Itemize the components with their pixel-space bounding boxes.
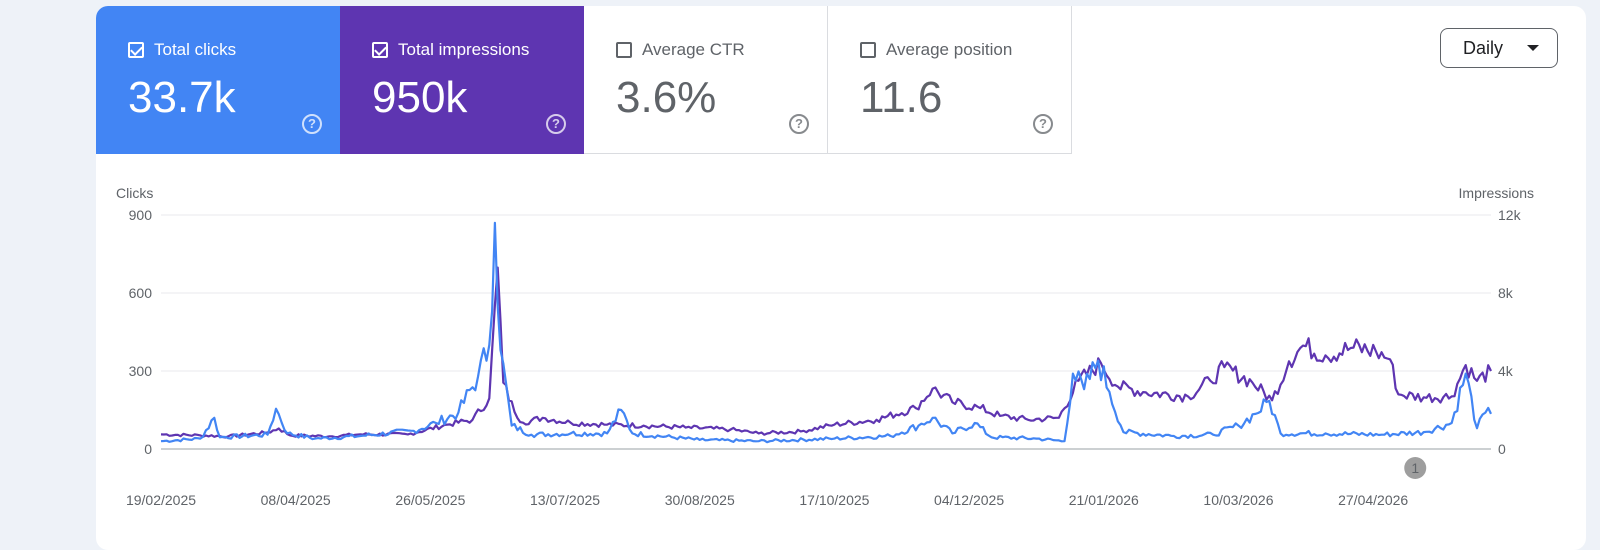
x-tick-label: 30/08/2025 [665, 492, 735, 508]
help-icon[interactable]: ? [302, 114, 322, 134]
help-icon[interactable]: ? [546, 114, 566, 134]
impressions-series-line [160, 266, 1492, 439]
ctr-value: 3.6% [616, 73, 717, 122]
average-position-card[interactable]: Average position 11.6 ? [828, 6, 1072, 154]
clicks-checkbox[interactable] [128, 42, 144, 58]
x-tick-label: 27/04/2026 [1338, 492, 1408, 508]
right-axis-title: Impressions [1459, 185, 1534, 201]
impressions-label: Total impressions [398, 40, 530, 59]
position-checkbox[interactable] [860, 42, 876, 58]
right-tick-label: 0 [1498, 441, 1506, 457]
right-tick-label: 4k [1498, 363, 1514, 379]
x-tick-label: 10/03/2026 [1203, 492, 1273, 508]
x-tick-label: 17/10/2025 [799, 492, 869, 508]
x-tick-label: 04/12/2025 [934, 492, 1004, 508]
total-clicks-card[interactable]: Total clicks 33.7k ? [96, 6, 340, 154]
impressions-value: 950k [372, 73, 468, 122]
left-tick-label: 300 [129, 363, 153, 379]
granularity-dropdown[interactable]: Daily [1440, 28, 1558, 68]
x-tick-label: 19/02/2025 [126, 492, 196, 508]
help-icon[interactable]: ? [789, 114, 809, 134]
performance-panel: Total clicks 33.7k ? Total impressions 9… [96, 6, 1586, 550]
x-tick-label: 21/01/2026 [1069, 492, 1139, 508]
left-tick-label: 900 [129, 207, 153, 223]
x-tick-label: 08/04/2025 [261, 492, 331, 508]
clicks-value: 33.7k [128, 73, 236, 122]
right-tick-label: 8k [1498, 285, 1514, 301]
help-icon[interactable]: ? [1033, 114, 1053, 134]
left-axis-title: Clicks [116, 185, 153, 201]
right-tick-label: 12k [1498, 207, 1522, 223]
average-ctr-card[interactable]: Average CTR 3.6% ? [584, 6, 828, 154]
caret-down-icon [1527, 45, 1539, 51]
performance-chart: 0 0 300 4k 600 8k 900 12k Clicks Impressions 19/02… [116, 185, 1534, 508]
clicks-series-line [160, 221, 1492, 444]
ctr-checkbox[interactable] [616, 42, 632, 58]
x-tick-label: 26/05/2025 [395, 492, 465, 508]
left-tick-label: 600 [129, 285, 153, 301]
annotation-marker [1404, 457, 1427, 479]
impressions-checkbox[interactable] [372, 42, 388, 58]
clicks-label: Total clicks [154, 40, 237, 59]
left-tick-label: 0 [144, 441, 152, 457]
granularity-label: Daily [1463, 37, 1504, 58]
annotation-label[interactable]: 1 [1411, 460, 1419, 476]
x-tick-label: 13/07/2025 [530, 492, 600, 508]
ctr-label: Average CTR [642, 40, 745, 59]
total-impressions-card[interactable]: Total impressions 950k ? [340, 6, 584, 154]
position-value: 11.6 [860, 73, 943, 122]
position-label: Average position [886, 40, 1013, 59]
